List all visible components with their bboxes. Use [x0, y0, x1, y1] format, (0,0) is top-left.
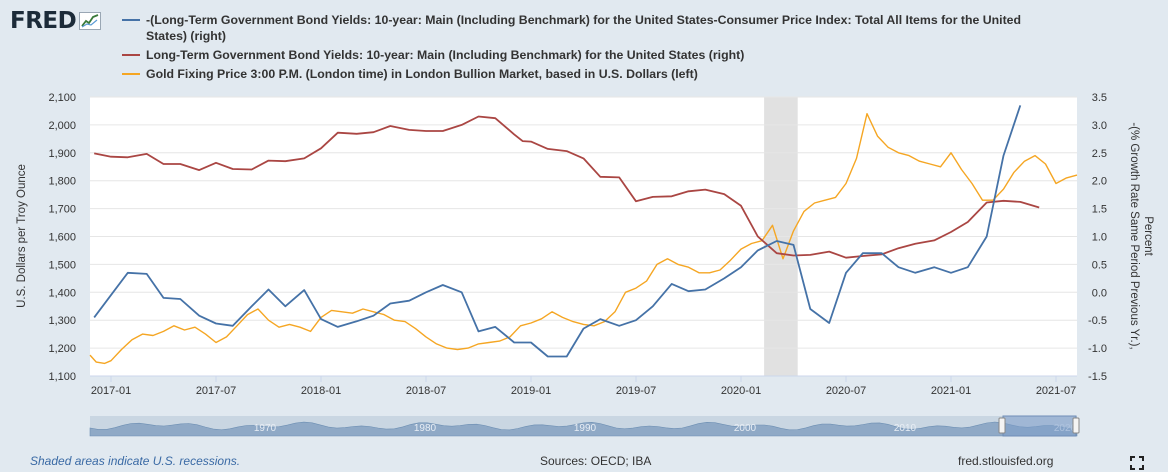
site-link[interactable]: fred.stlouisfed.org	[958, 454, 1054, 468]
logo-text: FRED	[10, 8, 77, 34]
x-tick-label: 2021-07	[1036, 385, 1076, 397]
y-right-tick-label: 3.0	[1092, 120, 1107, 132]
y-left-tick-label: 2,100	[48, 92, 76, 104]
navigator-year-label: 1980	[414, 423, 437, 434]
legend-swatch-orange	[122, 73, 140, 75]
legend-label-real-yield: -(Long-Term Government Bond Yields: 10-y…	[146, 13, 1022, 43]
sources-text: Sources: OECD; IBA	[540, 454, 652, 468]
y-left-tick-label: 1,700	[48, 204, 76, 216]
navigator-series	[89, 421, 1078, 437]
y-right-axis-title-line2: Percent	[1142, 216, 1154, 256]
y-right-tick-label: -1.0	[1088, 343, 1107, 355]
range-navigator[interactable]: 197019801990200020102020	[89, 415, 1080, 437]
legend-item-real-yield[interactable]: -(Long-Term Government Bond Yields: 10-y…	[122, 12, 1042, 44]
y-left-tick-label: 2,000	[48, 120, 76, 132]
legend-label-gold: Gold Fixing Price 3:00 P.M. (London time…	[146, 67, 698, 81]
y-left-tick-label: 1,600	[48, 232, 76, 244]
y-right-tick-label: 0.5	[1092, 259, 1107, 271]
y-right-tick-label: 2.5	[1092, 148, 1107, 160]
y-left-tick-label: 1,200	[48, 343, 76, 355]
legend-label-bond-yield: Long-Term Government Bond Yields: 10-yea…	[146, 48, 745, 62]
navigator-year-label: 1990	[574, 423, 597, 434]
recession-note: Shaded areas indicate U.S. recessions.	[30, 454, 241, 468]
y-right-tick-label: 2.0	[1092, 176, 1107, 188]
fred-logo[interactable]: FRED	[10, 8, 102, 34]
series-line-gold[interactable]	[89, 112, 1078, 365]
y-left-tick-label: 1,900	[48, 148, 76, 160]
x-tick-label: 2017-07	[196, 385, 236, 397]
legend-swatch-blue	[122, 19, 140, 21]
y-right-tick-label: -1.5	[1088, 371, 1107, 383]
y-right-tick-label: 1.5	[1092, 204, 1107, 216]
x-tick-label: 2020-07	[826, 385, 866, 397]
y-left-tick-label: 1,800	[48, 176, 76, 188]
navigator-selection[interactable]	[1002, 415, 1077, 437]
fullscreen-icon[interactable]	[1130, 456, 1144, 470]
navigator-handle-right[interactable]	[1072, 417, 1080, 434]
x-tick-label: 2018-07	[406, 385, 446, 397]
x-tick-label: 2020-01	[721, 385, 761, 397]
y-right-tick-label: 3.5	[1092, 92, 1107, 104]
y-right-tick-label: -0.5	[1088, 315, 1107, 327]
y-left-tick-label: 1,400	[48, 287, 76, 299]
series-line-real-yield[interactable]	[93, 105, 1022, 358]
x-tick-label: 2017-01	[91, 385, 131, 397]
navigator-year-label: 2000	[734, 423, 757, 434]
chart-legend: -(Long-Term Government Bond Yields: 10-y…	[122, 12, 1042, 85]
legend-item-gold[interactable]: Gold Fixing Price 3:00 P.M. (London time…	[122, 66, 1042, 82]
y-left-tick-label: 1,500	[48, 259, 76, 271]
legend-item-bond-yield[interactable]: Long-Term Government Bond Yields: 10-yea…	[122, 47, 1042, 63]
y-left-tick-label: 1,300	[48, 315, 76, 327]
y-right-tick-label: 0.0	[1092, 287, 1107, 299]
navigator-year-label: 2010	[894, 423, 917, 434]
x-tick-label: 2018-01	[301, 385, 341, 397]
y-right-tick-label: 1.0	[1092, 232, 1107, 244]
y-left-tick-label: 1,100	[48, 371, 76, 383]
y-left-axis-title: U.S. Dollars per Troy Ounce	[16, 164, 28, 308]
legend-swatch-red	[122, 54, 140, 56]
navigator-year-label: 1970	[254, 423, 277, 434]
y-right-axis-title-line1: -(% Growth Rate Same Period Previous Yr.…	[1128, 122, 1140, 349]
x-tick-label: 2021-01	[931, 385, 971, 397]
navigator-handle-left[interactable]	[998, 417, 1006, 434]
x-tick-label: 2019-01	[511, 385, 551, 397]
series-line-bond-yield[interactable]	[94, 115, 1040, 259]
chart-logo-icon	[79, 12, 102, 30]
x-tick-label: 2019-07	[616, 385, 656, 397]
